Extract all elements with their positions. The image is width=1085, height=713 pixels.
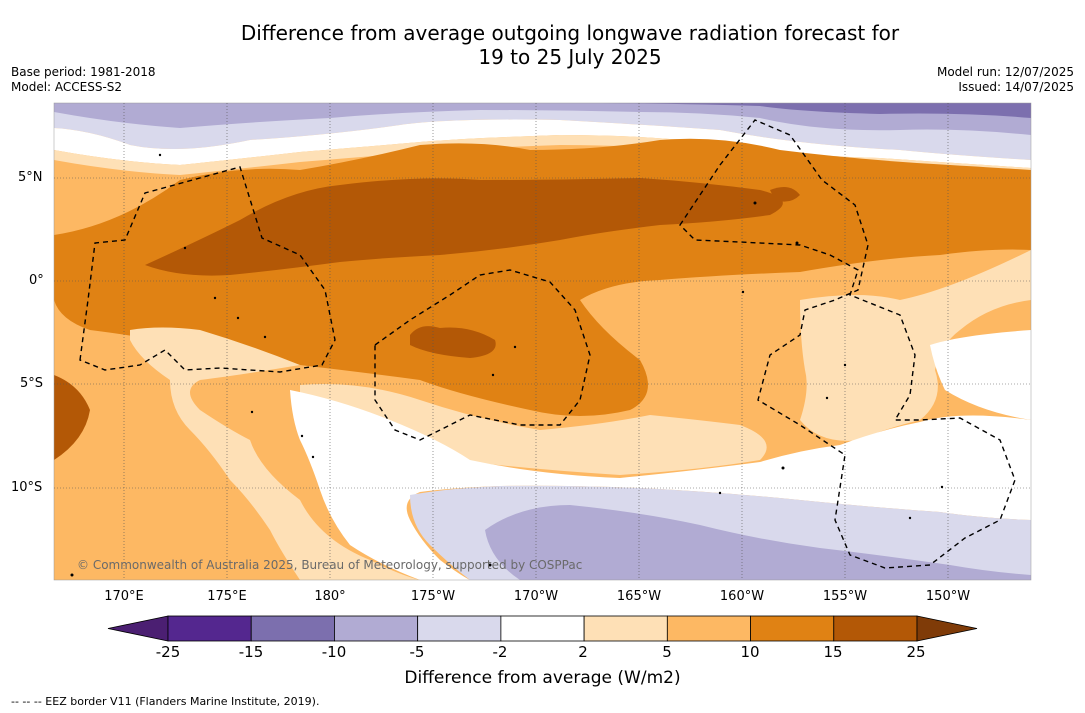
lon-label-170w: 170°W [513,589,559,604]
colorbar-segment [167,615,252,642]
cb-tick-10: 10 [740,643,760,661]
chart-title: Difference from average outgoing longwav… [0,21,1085,69]
island [753,201,757,205]
colorbar-arrow-right [916,615,978,642]
island [311,455,315,459]
lon-label-160w: 160°W [719,589,765,604]
lon-label-165w: 165°W [616,589,662,604]
island [491,373,495,377]
lat-label-5s: 5°S [20,376,44,391]
eez-border-tokelau [374,269,591,441]
field-15-25-spot [770,186,800,202]
cb-tick-2: 2 [578,643,588,661]
field-15-25-south [410,326,496,358]
meta-right: Model run: 12/07/2025 Issued: 14/07/2025 [937,65,1074,95]
copyright-notice: © Commonwealth of Australia 2025, Bureau… [77,558,583,572]
lat-label-0: 0° [29,273,44,288]
island [795,241,799,245]
colorbar-segment [417,615,502,642]
island [70,573,74,577]
cb-tick-neg25: -25 [155,643,181,661]
island [158,153,162,157]
field-neg5-neg10-south [485,505,1031,580]
islands [70,153,944,577]
colorbar-segment [334,615,419,642]
island [843,363,847,367]
island [513,345,517,349]
island [825,396,829,400]
field-neg5-neg10-north [54,103,1031,135]
model-run: Model run: 12/07/2025 [936,65,1074,79]
island [263,335,267,339]
eez-border-tuvalu [79,166,336,373]
island [741,290,745,294]
field-neg10-neg15-north [600,103,1031,118]
colorbar-segments [107,615,978,642]
cb-tick-neg5: -5 [409,643,425,661]
cb-tick-neg10: -10 [321,643,347,661]
anomaly-field [54,103,1031,580]
lon-label-175w: 175°W [410,589,456,604]
gridlines [54,103,1031,580]
eez-borders [79,119,1016,569]
lon-label-150w: 150°W [925,589,971,604]
cb-tick-neg2: -2 [492,643,508,661]
field-15-25-north [145,178,783,276]
island [183,246,187,250]
field-2-5-north [54,135,1031,175]
island [250,410,254,414]
base-period: Base period: 1981-2018 [11,65,156,79]
eez-footnote: -- -- -- EEZ border V11 (Flanders Marine… [11,695,320,708]
meta-left: Base period: 1981-2018 Model: ACCESS-S2 [11,65,156,95]
island [488,563,492,567]
model-name: Model: ACCESS-S2 [11,80,123,94]
lat-label-10s: 10°S [11,480,43,495]
lat-label-5n: 5°N [18,170,43,185]
field-white-north [54,119,1031,168]
colorbar-title: Difference from average (W/m2) [404,668,681,688]
island [236,316,240,320]
eez-border-kiribati [679,119,1016,569]
island [213,296,217,300]
island [908,516,912,520]
lon-label-180: 180° [314,589,346,604]
colorbar-arrow-left [107,615,169,642]
colorbar-segment [583,615,668,642]
lon-label-175e: 175°E [207,589,247,604]
colorbar-segment [500,615,585,642]
cb-tick-25: 25 [906,643,926,661]
field-white-south [290,390,1031,580]
colorbar-segment [250,615,335,642]
cb-tick-15: 15 [823,643,843,661]
title-line-2: 19 to 25 July 2025 [478,45,662,69]
colorbar-segment [666,615,751,642]
field-white-east [930,330,1031,420]
island [940,485,944,489]
cb-tick-neg15: -15 [238,643,264,661]
field-15-25-west [54,375,90,460]
lon-label-155w: 155°W [822,589,868,604]
island [781,466,785,470]
field-2-5-southwest [130,327,420,580]
issued-date: Issued: 14/07/2025 [958,80,1074,94]
cb-tick-5: 5 [662,643,672,661]
island [718,491,722,495]
title-line-1: Difference from average outgoing longwav… [240,21,900,45]
colorbar-segment [750,615,835,642]
lon-label-170e: 170°E [104,589,144,604]
map-frame [53,102,1032,581]
island [300,434,304,438]
colorbar-segment [833,615,918,642]
